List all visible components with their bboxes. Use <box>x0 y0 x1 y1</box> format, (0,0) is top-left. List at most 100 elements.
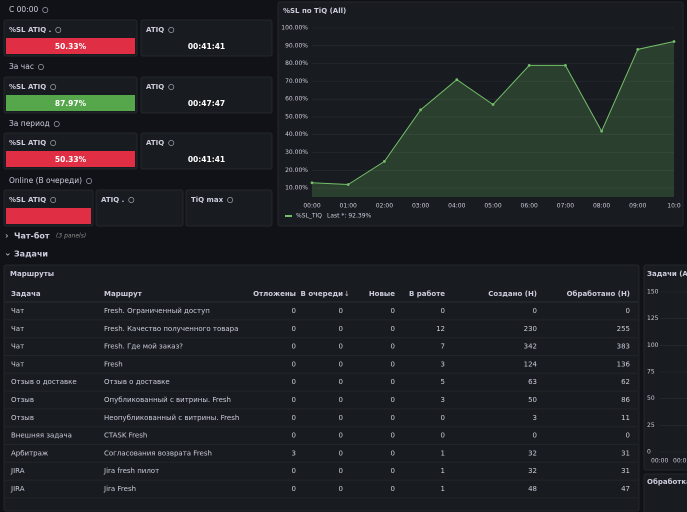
y-tick-label: 125 <box>647 315 659 322</box>
stat-title: ATIQ <box>146 83 164 91</box>
table-cell: 32 <box>528 467 537 475</box>
table-cell: 0 <box>441 307 445 315</box>
y-tick-label: 50 <box>647 395 655 402</box>
series-point <box>310 181 314 185</box>
column-header[interactable]: Задача <box>11 290 41 298</box>
table-cell: 62 <box>621 378 630 386</box>
table-cell: 0 <box>339 378 343 386</box>
x-tick-label: 02:00 <box>376 203 393 210</box>
table-cell: 3 <box>441 396 445 404</box>
section-title: За период <box>9 119 50 128</box>
table-cell: 0 <box>292 343 296 351</box>
table-cell: 0 <box>292 467 296 475</box>
table-cell: Отзыв о доставке <box>104 378 170 386</box>
info-icon[interactable] <box>168 27 175 33</box>
table-cell: 0 <box>391 378 395 386</box>
table-cell: 0 <box>391 449 395 457</box>
info-icon[interactable] <box>128 197 135 203</box>
column-header[interactable]: Обработано (Н) <box>567 290 630 298</box>
table-cell: 7 <box>441 343 445 351</box>
x-tick-label: 09:00 <box>629 203 646 210</box>
series-point <box>383 160 386 163</box>
panel <box>95 189 184 227</box>
stat-bar <box>6 208 91 224</box>
info-icon[interactable] <box>53 121 60 127</box>
series-point <box>491 103 495 106</box>
series-point <box>419 108 422 112</box>
info-icon[interactable] <box>168 84 175 90</box>
info-icon[interactable] <box>168 140 175 146</box>
y-tick-label: 20.00% <box>285 167 308 174</box>
table-cell: 0 <box>626 307 630 315</box>
table-cell: 0 <box>339 360 343 368</box>
series-point <box>600 129 603 133</box>
table-cell: 0 <box>391 325 395 333</box>
column-header[interactable]: Отложены <box>253 290 296 298</box>
series-point <box>564 63 567 67</box>
table-cell: 86 <box>621 396 630 404</box>
table-cell: 0 <box>533 432 537 440</box>
x-tick-label: 07:00 <box>557 203 574 210</box>
column-header[interactable]: Новые <box>369 290 395 298</box>
stat-title: %SL ATIQ . <box>9 26 51 34</box>
column-header[interactable]: Маршрут <box>104 290 143 298</box>
info-icon[interactable] <box>50 197 57 203</box>
info-icon[interactable] <box>227 197 234 203</box>
table-cell: 5 <box>441 378 445 386</box>
panel <box>643 264 687 471</box>
table-cell: 0 <box>292 396 296 404</box>
table-cell: Чат <box>11 343 24 351</box>
table-cell: 0 <box>339 307 343 315</box>
table-cell: 0 <box>292 360 296 368</box>
section-title: Online (В очереди) <box>9 176 82 185</box>
table-cell: 0 <box>391 396 395 404</box>
legend-label[interactable]: %SL_TIQ <box>296 213 322 220</box>
table-cell: 31 <box>621 449 630 457</box>
row-chevron[interactable]: ⌄ <box>4 249 12 259</box>
table-cell: Чат <box>11 307 24 315</box>
x-tick-label: 04:00 <box>448 203 465 210</box>
row-title[interactable]: Задачи <box>14 250 48 259</box>
section-title: С 00:00 <box>9 5 38 14</box>
info-icon[interactable] <box>50 84 57 90</box>
info-icon[interactable] <box>42 7 49 13</box>
chart-title: Задачи (All) <box>647 270 687 278</box>
info-icon[interactable] <box>50 140 57 146</box>
column-header[interactable]: В работе <box>409 290 445 298</box>
panel-title: Обработка <box>647 478 687 486</box>
stat-title: ATIQ <box>146 139 164 147</box>
column-header[interactable]: В очереди <box>301 290 344 298</box>
y-tick-label: 75 <box>647 369 655 376</box>
info-icon[interactable] <box>38 64 44 70</box>
table-cell: 136 <box>617 360 631 368</box>
row-title[interactable]: Чат-бот <box>14 231 50 241</box>
section-title: За час <box>9 62 34 71</box>
table-cell: 0 <box>339 325 343 333</box>
info-icon[interactable] <box>86 178 92 184</box>
table-cell: 0 <box>391 360 395 368</box>
table-cell: JIRA <box>10 467 25 475</box>
stat-value: 87.97% <box>55 99 87 108</box>
y-tick-label: 90.00% <box>285 42 308 49</box>
table-cell: Согласования возврата Fresh <box>104 449 212 457</box>
row-chevron[interactable]: › <box>5 232 9 242</box>
table-cell: 0 <box>391 485 395 493</box>
table-cell: Чат <box>11 360 24 368</box>
y-tick-label: 150 <box>647 289 659 296</box>
table-title: Маршруты <box>10 270 54 278</box>
y-tick-label: 60.00% <box>285 96 308 103</box>
table-cell: 0 <box>391 307 395 315</box>
column-header[interactable]: Создано (Н) <box>488 290 537 298</box>
panel <box>277 1 684 227</box>
stat-bar <box>6 151 135 167</box>
stat-title: ATIQ . <box>101 196 124 204</box>
stat-title: %SL ATIQ <box>9 83 46 91</box>
table-cell: Jira Fresh <box>103 485 136 493</box>
stat-value: 50.33% <box>55 155 87 164</box>
table-cell: 63 <box>528 378 537 386</box>
x-tick-label: 00:0 <box>673 458 687 465</box>
info-icon[interactable] <box>55 27 62 33</box>
y-tick-label: 0 <box>647 449 651 456</box>
table-cell: Отзыв <box>11 414 34 422</box>
